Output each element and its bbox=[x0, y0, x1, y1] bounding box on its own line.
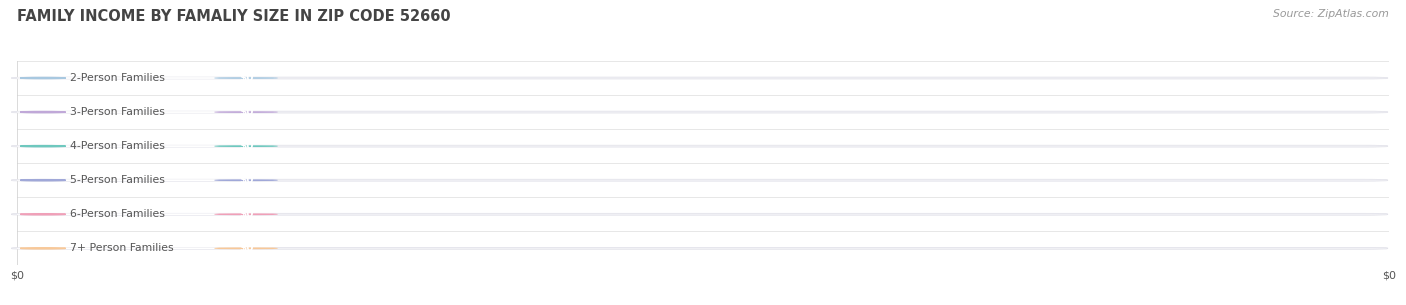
Text: 4-Person Families: 4-Person Families bbox=[70, 141, 165, 151]
FancyBboxPatch shape bbox=[11, 111, 1388, 113]
Text: 6-Person Families: 6-Person Families bbox=[70, 209, 165, 219]
FancyBboxPatch shape bbox=[17, 247, 274, 249]
Text: $0: $0 bbox=[239, 107, 253, 117]
Text: Source: ZipAtlas.com: Source: ZipAtlas.com bbox=[1274, 9, 1389, 19]
FancyBboxPatch shape bbox=[17, 214, 274, 215]
Text: 3-Person Families: 3-Person Families bbox=[70, 107, 165, 117]
FancyBboxPatch shape bbox=[11, 213, 1388, 215]
Text: FAMILY INCOME BY FAMALIY SIZE IN ZIP CODE 52660: FAMILY INCOME BY FAMALIY SIZE IN ZIP COD… bbox=[17, 9, 450, 24]
FancyBboxPatch shape bbox=[215, 247, 277, 249]
FancyBboxPatch shape bbox=[11, 179, 1388, 181]
Text: 2-Person Families: 2-Person Families bbox=[70, 73, 165, 83]
Circle shape bbox=[20, 214, 66, 215]
Text: $0: $0 bbox=[239, 141, 253, 151]
FancyBboxPatch shape bbox=[215, 214, 277, 215]
Circle shape bbox=[20, 77, 66, 79]
Circle shape bbox=[20, 112, 66, 113]
FancyBboxPatch shape bbox=[215, 111, 277, 113]
Text: $0: $0 bbox=[239, 209, 253, 219]
FancyBboxPatch shape bbox=[17, 111, 274, 113]
Circle shape bbox=[20, 248, 66, 249]
Circle shape bbox=[20, 145, 66, 147]
FancyBboxPatch shape bbox=[17, 179, 274, 181]
FancyBboxPatch shape bbox=[17, 145, 274, 147]
Text: $0: $0 bbox=[239, 175, 253, 185]
Text: 5-Person Families: 5-Person Families bbox=[70, 175, 165, 185]
Circle shape bbox=[20, 180, 66, 181]
FancyBboxPatch shape bbox=[215, 145, 277, 147]
FancyBboxPatch shape bbox=[215, 77, 277, 79]
Text: $0: $0 bbox=[239, 73, 253, 83]
FancyBboxPatch shape bbox=[11, 247, 1388, 249]
FancyBboxPatch shape bbox=[11, 77, 1388, 79]
FancyBboxPatch shape bbox=[17, 77, 274, 79]
FancyBboxPatch shape bbox=[11, 145, 1388, 147]
FancyBboxPatch shape bbox=[215, 179, 277, 181]
Text: 7+ Person Families: 7+ Person Families bbox=[70, 243, 173, 253]
Text: $0: $0 bbox=[239, 243, 253, 253]
